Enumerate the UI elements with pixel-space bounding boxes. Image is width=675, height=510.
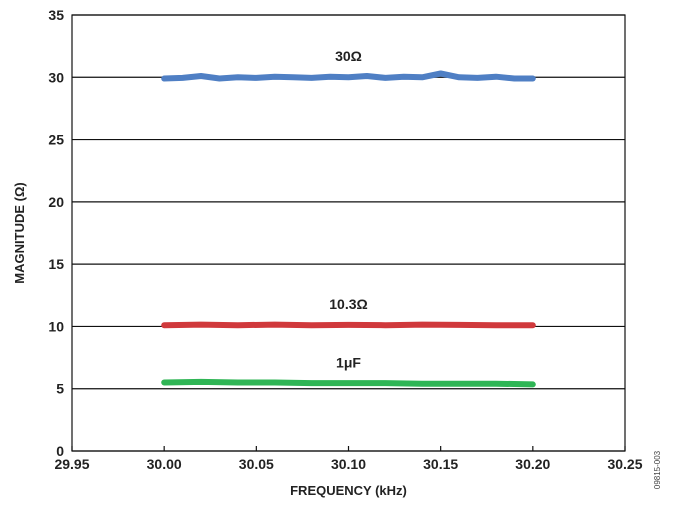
series-label-2: 1μF <box>336 355 361 371</box>
y-axis-title: MAGNITUDE (Ω) <box>12 182 27 283</box>
series-label-1: 10.3Ω <box>329 296 367 312</box>
x-tick-label-0: 29.95 <box>54 456 89 472</box>
x-axis-title: FREQUENCY (kHz) <box>290 483 407 498</box>
x-tick-label-5: 30.20 <box>515 456 550 472</box>
x-tick-label-2: 30.05 <box>239 456 274 472</box>
x-tick-label-1: 30.00 <box>147 456 182 472</box>
x-tick-labels: 29.95 30.00 30.05 30.10 30.15 30.20 30.25 <box>54 446 643 472</box>
series-labels: 30Ω 10.3Ω 1μF <box>329 48 367 370</box>
y-tick-label-3: 15 <box>48 256 64 272</box>
y-tick-label-5: 25 <box>48 132 64 148</box>
series-label-0: 30Ω <box>335 48 362 64</box>
y-tick-label-6: 30 <box>48 69 64 85</box>
series-line-2 <box>161 378 536 388</box>
x-tick-label-4: 30.15 <box>423 456 458 472</box>
x-tick-label-6: 30.25 <box>607 456 642 472</box>
y-tick-label-1: 5 <box>56 381 64 397</box>
y-tick-label-4: 20 <box>48 194 64 210</box>
y-tick-label-7: 35 <box>48 7 64 23</box>
y-tick-label-2: 10 <box>48 318 64 334</box>
y-tick-labels: 0 5 10 15 20 25 30 35 <box>48 7 64 459</box>
series-line-0 <box>161 70 536 82</box>
series-line-1 <box>161 321 536 329</box>
x-tick-label-3: 30.10 <box>331 456 366 472</box>
figure-code: 09815-003 <box>653 450 662 489</box>
y-tick-label-0: 0 <box>56 443 64 459</box>
series-group <box>161 70 536 388</box>
